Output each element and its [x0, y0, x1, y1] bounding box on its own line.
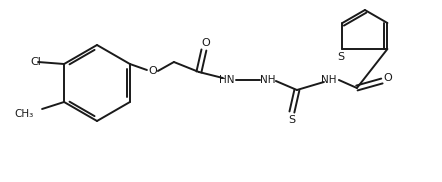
Text: HN: HN	[219, 75, 235, 85]
Text: Cl: Cl	[30, 57, 41, 67]
Text: O: O	[149, 66, 157, 76]
Text: S: S	[288, 115, 295, 125]
Text: S: S	[337, 52, 344, 62]
Text: O: O	[384, 73, 392, 83]
Text: NH: NH	[260, 75, 276, 85]
Text: NH: NH	[321, 75, 337, 85]
Text: O: O	[202, 38, 210, 48]
Text: CH₃: CH₃	[15, 109, 34, 119]
